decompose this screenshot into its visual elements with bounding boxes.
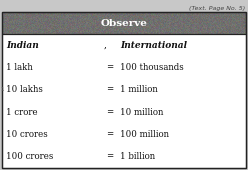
Text: 100 thousands: 100 thousands	[120, 63, 184, 72]
Text: Indian: Indian	[6, 41, 39, 50]
Text: 1 lakh: 1 lakh	[6, 63, 33, 72]
Text: 100 million: 100 million	[120, 130, 169, 139]
Text: 1 billion: 1 billion	[120, 152, 155, 161]
Text: 10 crores: 10 crores	[6, 130, 48, 139]
Text: =: =	[106, 130, 114, 139]
Text: International: International	[120, 41, 187, 50]
Text: =: =	[106, 85, 114, 94]
Bar	[2, 12, 246, 34]
Text: =: =	[106, 63, 114, 72]
Text: 1 crore: 1 crore	[6, 108, 38, 117]
Text: Observe: Observe	[100, 19, 148, 28]
Text: =: =	[106, 108, 114, 117]
Text: 100 crores: 100 crores	[6, 152, 53, 161]
Text: (Text. Page No. 5): (Text. Page No. 5)	[189, 6, 245, 11]
Text: 10 million: 10 million	[120, 108, 163, 117]
Bar	[2, 34, 246, 168]
Text: =: =	[106, 152, 114, 161]
Text: 1 million: 1 million	[120, 85, 158, 94]
Text: 10 lakhs: 10 lakhs	[6, 85, 43, 94]
Text: 1: 1	[0, 87, 3, 92]
Text: ,: ,	[104, 41, 107, 50]
